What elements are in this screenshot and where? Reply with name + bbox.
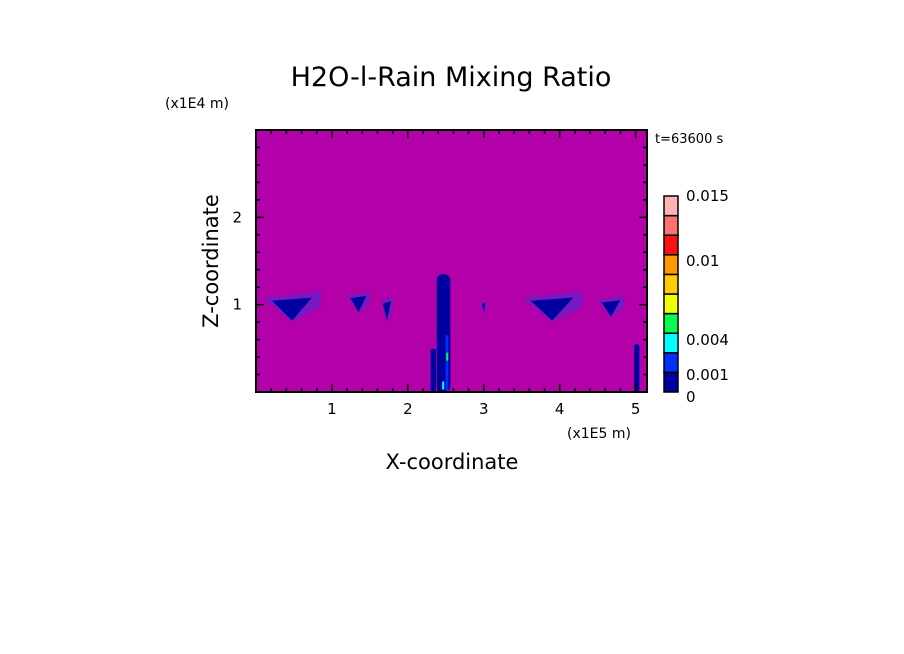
rain-region — [530, 297, 574, 321]
y-tick-label: 2 — [232, 208, 242, 226]
colorbar-swatch — [663, 371, 679, 393]
y-axis-label: Z-coordinate — [199, 194, 223, 328]
rain-region — [601, 300, 621, 317]
x-tick-label: 4 — [555, 400, 565, 418]
colorbar: 0 0.001 0.004 0.01 0.015 — [663, 187, 729, 406]
colorbar-swatch — [663, 254, 679, 276]
time-label: t=63600 s — [655, 132, 723, 147]
rain-core-peak — [442, 381, 445, 390]
colorbar-label: 0.015 — [686, 187, 729, 205]
rain-region — [350, 295, 367, 313]
rain-core-peak — [446, 352, 449, 361]
colorbar-swatch — [663, 273, 679, 295]
colorbar-label: 0.001 — [686, 366, 729, 384]
rain-core — [445, 335, 449, 392]
x-tick-label: 2 — [403, 400, 413, 418]
y-tick-label: 1 — [232, 296, 242, 314]
rain-region — [382, 301, 391, 321]
chart-title: H2O-l-Rain Mixing Ratio — [291, 62, 612, 93]
rain-region — [482, 302, 486, 313]
colorbar-swatch — [663, 195, 679, 217]
x-tick-label: 1 — [327, 400, 337, 418]
colorbar-label: 0.004 — [686, 331, 729, 349]
y-scale-label: (x1E4 m) — [165, 96, 229, 112]
colorbar-swatch — [663, 352, 679, 374]
colorbar-swatch — [663, 234, 679, 256]
x-axis-label: X-coordinate — [386, 450, 519, 474]
rain-region — [272, 297, 312, 321]
colorbar-swatch — [663, 312, 679, 334]
x-tick-label: 3 — [479, 400, 489, 418]
colorbar-swatch — [663, 214, 679, 236]
colorbar-label: 0.01 — [686, 252, 719, 270]
plot-area — [256, 130, 647, 392]
plot-frame — [255, 129, 648, 393]
rain-regions — [263, 274, 640, 392]
rain-region — [430, 348, 436, 392]
x-scale-label: (x1E5 m) — [567, 426, 631, 442]
colorbar-swatch — [663, 293, 679, 315]
x-tick-label: 5 — [631, 400, 641, 418]
rain-region — [634, 343, 640, 392]
colorbar-label: 0 — [686, 388, 696, 406]
colorbar-swatch — [663, 332, 679, 354]
